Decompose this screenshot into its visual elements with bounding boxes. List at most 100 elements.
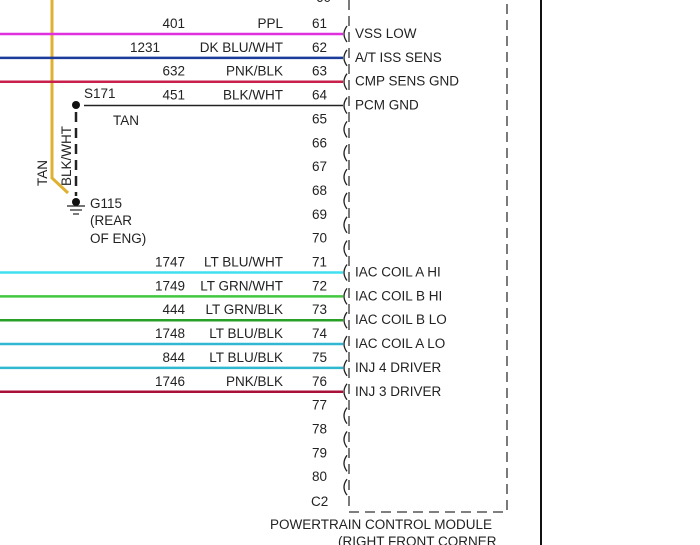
pin-number: 65 [312, 111, 327, 126]
circuit-number: 1231 [130, 40, 160, 55]
connector-terminal-icon [343, 431, 348, 448]
pin-row: 80 [312, 469, 348, 496]
pin-number: 61 [312, 16, 327, 31]
pin-number: 68 [312, 183, 327, 198]
pin-row: 70 [312, 231, 348, 258]
pin-number: 73 [312, 302, 327, 317]
circuit-number: 632 [162, 64, 185, 79]
pin-function: CMP SENS GND [355, 74, 459, 89]
wire-color-label: PNK/BLK [226, 374, 283, 389]
connector-terminal-icon [343, 478, 348, 496]
module-subtitle: (RIGHT FRONT CORNER [338, 534, 497, 545]
connector-terminal-icon [343, 454, 348, 472]
module-title: POWERTRAIN CONTROL MODULE [270, 517, 492, 532]
wire-color-label: BLK/WHT [223, 88, 283, 103]
pin-row: 68 [312, 183, 348, 210]
connector-terminal-icon [343, 264, 348, 281]
pin-function: INJ 4 DRIVER [355, 360, 442, 375]
pin-row: 64 451 BLK/WHT PCM GND [84, 88, 419, 114]
ground-location-1: (REAR [90, 213, 132, 228]
top-partial-pin: 60 [316, 0, 331, 5]
pin-row: 79 [312, 445, 348, 472]
pin-number: 75 [312, 350, 327, 365]
pin-number: 67 [312, 159, 327, 174]
pin-number: 70 [312, 231, 327, 246]
pin-number: 69 [312, 207, 327, 222]
connector-terminal-icon [343, 287, 348, 305]
pin-number: 79 [312, 445, 327, 460]
pin-function: VSS LOW [355, 26, 417, 41]
pin-row: 77 [312, 398, 348, 424]
pin-number: 72 [312, 278, 327, 293]
connector-terminal-icon [343, 359, 348, 377]
connector-terminal-icon [343, 49, 348, 67]
wire-color-label: LT BLU/BLK [209, 326, 283, 341]
wire-color-label: LT GRN/WHT [200, 278, 283, 293]
ground-wire-label: BLK/WHT [59, 126, 74, 186]
pin-number: 77 [312, 398, 327, 413]
ground-location-2: OF ENG) [90, 231, 146, 246]
pin-number: 76 [312, 374, 327, 389]
connector-terminal-icon [343, 73, 348, 91]
circuit-number: 1748 [155, 326, 185, 341]
tan-wire [50, 0, 70, 195]
pin-row: 63 632 PNK/BLK CMP SENS GND [0, 64, 459, 91]
splice-dot [72, 101, 80, 109]
connector-label: C2 [311, 494, 328, 509]
connector-terminal-icon [343, 192, 348, 210]
pin-number: 80 [312, 469, 327, 484]
pin-function: IAC COIL A LO [355, 336, 445, 351]
connector-terminal-icon [343, 25, 348, 43]
connector-terminal-icon [343, 121, 348, 138]
circuit-number: 444 [162, 302, 185, 317]
circuit-number: 451 [162, 88, 185, 103]
pin-row: 72 1749 LT GRN/WHT IAC COIL B HI [0, 278, 442, 305]
ground-icon [67, 205, 85, 215]
wire-color-label: PNK/BLK [226, 64, 283, 79]
pin-row: 74 1748 LT BLU/BLK IAC COIL A LO [0, 326, 445, 353]
pin-row: 61 401 PPL VSS LOW [0, 16, 417, 43]
circuit-number: 401 [162, 16, 185, 31]
pin-row: 71 1747 LT BLU/WHT IAC COIL A HI [0, 255, 441, 281]
pin-number: 66 [312, 135, 327, 150]
pin-number: 74 [312, 326, 328, 341]
pin-row: 69 [312, 207, 348, 234]
pin-number: 78 [312, 421, 327, 436]
connector-terminal-icon [343, 311, 348, 329]
pin-number: 63 [312, 64, 327, 79]
wire-color-label: PPL [257, 16, 283, 31]
circuit-number: 1747 [155, 255, 185, 270]
circuit-number: 1749 [155, 278, 185, 293]
pin-function: A/T ISS SENS [355, 50, 442, 65]
pin-row: 78 [312, 421, 348, 448]
tan-wire-label: TAN [35, 160, 50, 186]
connector-terminal-icon [343, 97, 348, 114]
pin-number: 71 [312, 255, 327, 270]
circuit-number: 1746 [155, 374, 185, 389]
pin-row: 66 [312, 135, 348, 162]
wire-color-label: LT BLU/WHT [204, 255, 283, 270]
wire-color-label: LT GRN/BLK [205, 302, 283, 317]
pcm-dashed-box [348, 0, 508, 513]
connector-terminal-icon [343, 144, 348, 162]
splice-label: S171 [84, 86, 116, 101]
pin-row: 73 444 LT GRN/BLK IAC COIL B LO [0, 302, 447, 329]
connector-terminal-icon [343, 240, 348, 258]
connector-terminal-icon [343, 335, 348, 353]
circuit-number: 844 [162, 350, 185, 365]
splice-wire-label: TAN [113, 113, 139, 128]
wire-color-label: LT BLU/BLK [209, 350, 283, 365]
pin-function: IAC COIL B LO [355, 312, 447, 327]
connector-terminal-icon [343, 407, 348, 424]
pin-function: INJ 3 DRIVER [355, 384, 442, 399]
pin-number: 64 [312, 88, 328, 103]
connector-terminal-icon [343, 383, 348, 401]
pin-function: PCM GND [355, 98, 419, 113]
pin-row: 62 1231 DK BLU/WHT A/T ISS SENS [0, 40, 442, 67]
pin-row: 65 [312, 111, 348, 138]
connector-terminal-icon [343, 168, 348, 186]
pin-row: 75 844 LT BLU/BLK INJ 4 DRIVER [0, 350, 442, 377]
pin-function: IAC COIL B HI [355, 288, 442, 303]
wire-color-label: DK BLU/WHT [200, 40, 283, 55]
